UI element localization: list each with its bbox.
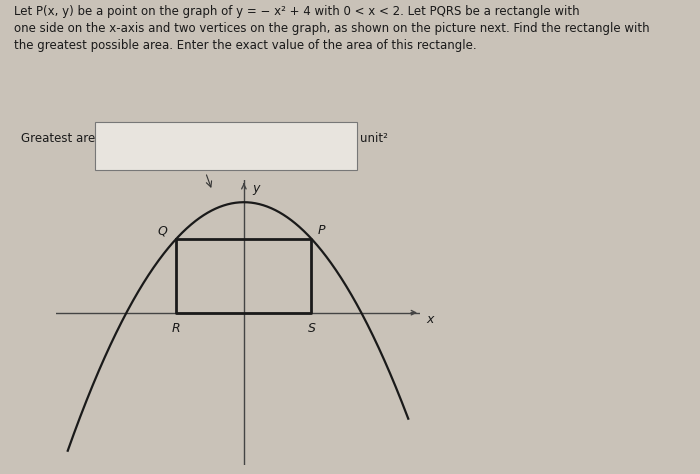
Text: R: R <box>172 322 181 335</box>
Text: Let P(x, y) be a point on the graph of y = − x² + 4 with 0 < x < 2. Let PQRS be : Let P(x, y) be a point on the graph of y… <box>14 5 650 52</box>
Text: x: x <box>426 313 433 326</box>
Text: Q: Q <box>158 224 167 237</box>
Text: Greatest area:: Greatest area: <box>21 132 106 145</box>
Text: S: S <box>307 322 315 335</box>
Text: y: y <box>253 182 260 194</box>
Text: P: P <box>317 224 325 237</box>
Text: unit²: unit² <box>360 132 388 145</box>
FancyBboxPatch shape <box>94 122 357 170</box>
